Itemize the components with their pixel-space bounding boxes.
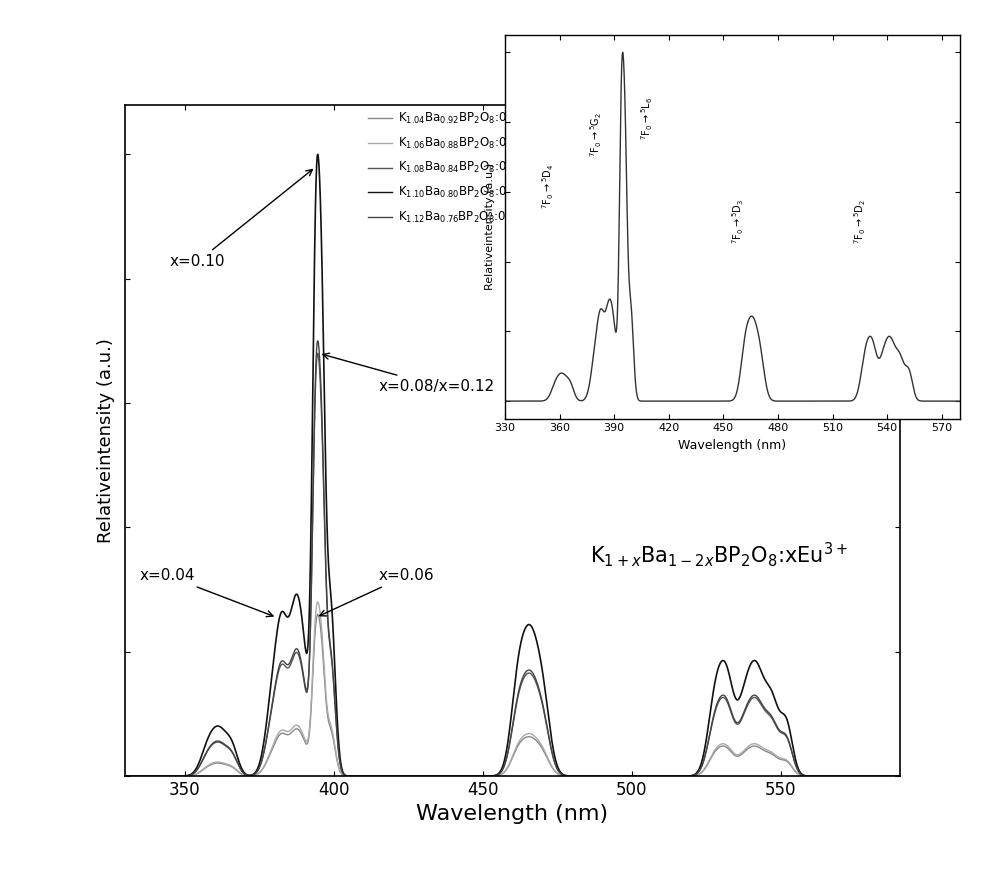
- K$_{1.08}$Ba$_{0.84}$BP$_2$O$_8$:0.08Eu$^{3+}$: [756, 702, 768, 712]
- K$_{1.10}$Ba$_{0.80}$BP$_2$O$_8$:0.10Eu$^{3+}$: [584, 771, 596, 781]
- K$_{1.04}$Ba$_{0.92}$BP$_2$O$_8$:0.04Eu$^{3+}$: [697, 766, 709, 776]
- K$_{1.06}$Ba$_{0.88}$BP$_2$O$_8$:0.06Eu$^{3+}$: [415, 771, 427, 781]
- X-axis label: Wavelength (nm): Wavelength (nm): [416, 805, 609, 825]
- K$_{1.10}$Ba$_{0.80}$BP$_2$O$_8$:0.10Eu$^{3+}$: [756, 669, 768, 679]
- K$_{1.04}$Ba$_{0.92}$BP$_2$O$_8$:0.04Eu$^{3+}$: [756, 745, 768, 755]
- Text: K$_{1+x}$Ba$_{1-2x}$BP$_2$O$_8$:xEu$^{3+}$: K$_{1+x}$Ba$_{1-2x}$BP$_2$O$_8$:xEu$^{3+…: [590, 540, 848, 569]
- Text: $^7$F$_0$$\to$$^5$G$_2$: $^7$F$_0$$\to$$^5$G$_2$: [588, 112, 604, 157]
- Text: $^7$F$_0$$\to$$^5$D$_2$: $^7$F$_0$$\to$$^5$D$_2$: [852, 199, 868, 244]
- X-axis label: Wavelength (nm): Wavelength (nm): [678, 439, 787, 452]
- K$_{1.10}$Ba$_{0.80}$BP$_2$O$_8$:0.10Eu$^{3+}$: [623, 771, 635, 781]
- K$_{1.12}$Ba$_{0.76}$BP$_2$O$_8$:0.12Eu$^{3+}$: [894, 771, 906, 781]
- K$_{1.08}$Ba$_{0.84}$BP$_2$O$_8$:0.08Eu$^{3+}$: [312, 348, 324, 358]
- Text: $^7$F$_0$$\to$$^5$D$_4$: $^7$F$_0$$\to$$^5$D$_4$: [541, 164, 556, 209]
- Legend: K$_{1.04}$Ba$_{0.92}$BP$_2$O$_8$:0.04Eu$^{3+}$, K$_{1.06}$Ba$_{0.88}$BP$_2$O$_8$: K$_{1.04}$Ba$_{0.92}$BP$_2$O$_8$:0.04Eu$…: [363, 104, 558, 230]
- K$_{1.12}$Ba$_{0.76}$BP$_2$O$_8$:0.12Eu$^{3+}$: [260, 738, 272, 748]
- K$_{1.04}$Ba$_{0.92}$BP$_2$O$_8$:0.04Eu$^{3+}$: [623, 771, 635, 781]
- Text: $^7$F$_0$$\to$$^5$D$_3$: $^7$F$_0$$\to$$^5$D$_3$: [730, 199, 746, 244]
- K$_{1.10}$Ba$_{0.80}$BP$_2$O$_8$:0.10Eu$^{3+}$: [119, 771, 131, 781]
- K$_{1.08}$Ba$_{0.84}$BP$_2$O$_8$:0.08Eu$^{3+}$: [623, 771, 635, 781]
- Line: K$_{1.10}$Ba$_{0.80}$BP$_2$O$_8$:0.10Eu$^{3+}$: K$_{1.10}$Ba$_{0.80}$BP$_2$O$_8$:0.10Eu$…: [125, 154, 900, 776]
- K$_{1.10}$Ba$_{0.80}$BP$_2$O$_8$:0.10Eu$^{3+}$: [312, 149, 324, 160]
- Line: K$_{1.08}$Ba$_{0.84}$BP$_2$O$_8$:0.08Eu$^{3+}$: K$_{1.08}$Ba$_{0.84}$BP$_2$O$_8$:0.08Eu$…: [125, 353, 900, 776]
- K$_{1.08}$Ba$_{0.84}$BP$_2$O$_8$:0.08Eu$^{3+}$: [260, 739, 272, 749]
- K$_{1.08}$Ba$_{0.84}$BP$_2$O$_8$:0.08Eu$^{3+}$: [697, 757, 709, 767]
- K$_{1.04}$Ba$_{0.92}$BP$_2$O$_8$:0.04Eu$^{3+}$: [584, 771, 596, 781]
- K$_{1.10}$Ba$_{0.80}$BP$_2$O$_8$:0.10Eu$^{3+}$: [415, 771, 427, 781]
- K$_{1.12}$Ba$_{0.76}$BP$_2$O$_8$:0.12Eu$^{3+}$: [623, 771, 635, 781]
- K$_{1.12}$Ba$_{0.76}$BP$_2$O$_8$:0.12Eu$^{3+}$: [312, 336, 324, 346]
- K$_{1.04}$Ba$_{0.92}$BP$_2$O$_8$:0.04Eu$^{3+}$: [312, 610, 324, 620]
- Line: K$_{1.04}$Ba$_{0.92}$BP$_2$O$_8$:0.04Eu$^{3+}$: K$_{1.04}$Ba$_{0.92}$BP$_2$O$_8$:0.04Eu$…: [125, 615, 900, 776]
- Y-axis label: Relativeintensity (a.u.): Relativeintensity (a.u.): [97, 338, 115, 542]
- K$_{1.06}$Ba$_{0.88}$BP$_2$O$_8$:0.06Eu$^{3+}$: [119, 771, 131, 781]
- Line: K$_{1.12}$Ba$_{0.76}$BP$_2$O$_8$:0.12Eu$^{3+}$: K$_{1.12}$Ba$_{0.76}$BP$_2$O$_8$:0.12Eu$…: [125, 341, 900, 776]
- K$_{1.08}$Ba$_{0.84}$BP$_2$O$_8$:0.08Eu$^{3+}$: [894, 771, 906, 781]
- K$_{1.04}$Ba$_{0.92}$BP$_2$O$_8$:0.04Eu$^{3+}$: [260, 759, 272, 769]
- K$_{1.06}$Ba$_{0.88}$BP$_2$O$_8$:0.06Eu$^{3+}$: [894, 771, 906, 781]
- K$_{1.12}$Ba$_{0.76}$BP$_2$O$_8$:0.12Eu$^{3+}$: [119, 771, 131, 781]
- K$_{1.10}$Ba$_{0.80}$BP$_2$O$_8$:0.10Eu$^{3+}$: [697, 750, 709, 760]
- K$_{1.06}$Ba$_{0.88}$BP$_2$O$_8$:0.06Eu$^{3+}$: [623, 771, 635, 781]
- Y-axis label: Relativeintensity (a.u.): Relativeintensity (a.u.): [485, 163, 495, 290]
- K$_{1.04}$Ba$_{0.92}$BP$_2$O$_8$:0.04Eu$^{3+}$: [894, 771, 906, 781]
- Text: x=0.08/x=0.12: x=0.08/x=0.12: [323, 353, 494, 393]
- K$_{1.12}$Ba$_{0.76}$BP$_2$O$_8$:0.12Eu$^{3+}$: [415, 771, 427, 781]
- K$_{1.06}$Ba$_{0.88}$BP$_2$O$_8$:0.06Eu$^{3+}$: [312, 596, 324, 607]
- K$_{1.06}$Ba$_{0.88}$BP$_2$O$_8$:0.06Eu$^{3+}$: [260, 758, 272, 768]
- K$_{1.04}$Ba$_{0.92}$BP$_2$O$_8$:0.04Eu$^{3+}$: [415, 771, 427, 781]
- Text: x=0.10: x=0.10: [170, 169, 312, 269]
- K$_{1.12}$Ba$_{0.76}$BP$_2$O$_8$:0.12Eu$^{3+}$: [697, 756, 709, 766]
- K$_{1.12}$Ba$_{0.76}$BP$_2$O$_8$:0.12Eu$^{3+}$: [584, 771, 596, 781]
- K$_{1.10}$Ba$_{0.80}$BP$_2$O$_8$:0.10Eu$^{3+}$: [894, 771, 906, 781]
- Text: $^7$F$_0$$\to$$^5$L$_6$: $^7$F$_0$$\to$$^5$L$_6$: [639, 96, 655, 140]
- K$_{1.06}$Ba$_{0.88}$BP$_2$O$_8$:0.06Eu$^{3+}$: [756, 742, 768, 753]
- K$_{1.06}$Ba$_{0.88}$BP$_2$O$_8$:0.06Eu$^{3+}$: [697, 765, 709, 775]
- Text: x=0.06: x=0.06: [320, 569, 434, 616]
- K$_{1.06}$Ba$_{0.88}$BP$_2$O$_8$:0.06Eu$^{3+}$: [584, 771, 596, 781]
- Text: x=0.04: x=0.04: [140, 569, 273, 617]
- K$_{1.10}$Ba$_{0.80}$BP$_2$O$_8$:0.10Eu$^{3+}$: [260, 723, 272, 733]
- K$_{1.08}$Ba$_{0.84}$BP$_2$O$_8$:0.08Eu$^{3+}$: [415, 771, 427, 781]
- K$_{1.08}$Ba$_{0.84}$BP$_2$O$_8$:0.08Eu$^{3+}$: [584, 771, 596, 781]
- K$_{1.12}$Ba$_{0.76}$BP$_2$O$_8$:0.12Eu$^{3+}$: [756, 699, 768, 710]
- K$_{1.08}$Ba$_{0.84}$BP$_2$O$_8$:0.08Eu$^{3+}$: [119, 771, 131, 781]
- Line: K$_{1.06}$Ba$_{0.88}$BP$_2$O$_8$:0.06Eu$^{3+}$: K$_{1.06}$Ba$_{0.88}$BP$_2$O$_8$:0.06Eu$…: [125, 602, 900, 776]
- K$_{1.04}$Ba$_{0.92}$BP$_2$O$_8$:0.04Eu$^{3+}$: [119, 771, 131, 781]
